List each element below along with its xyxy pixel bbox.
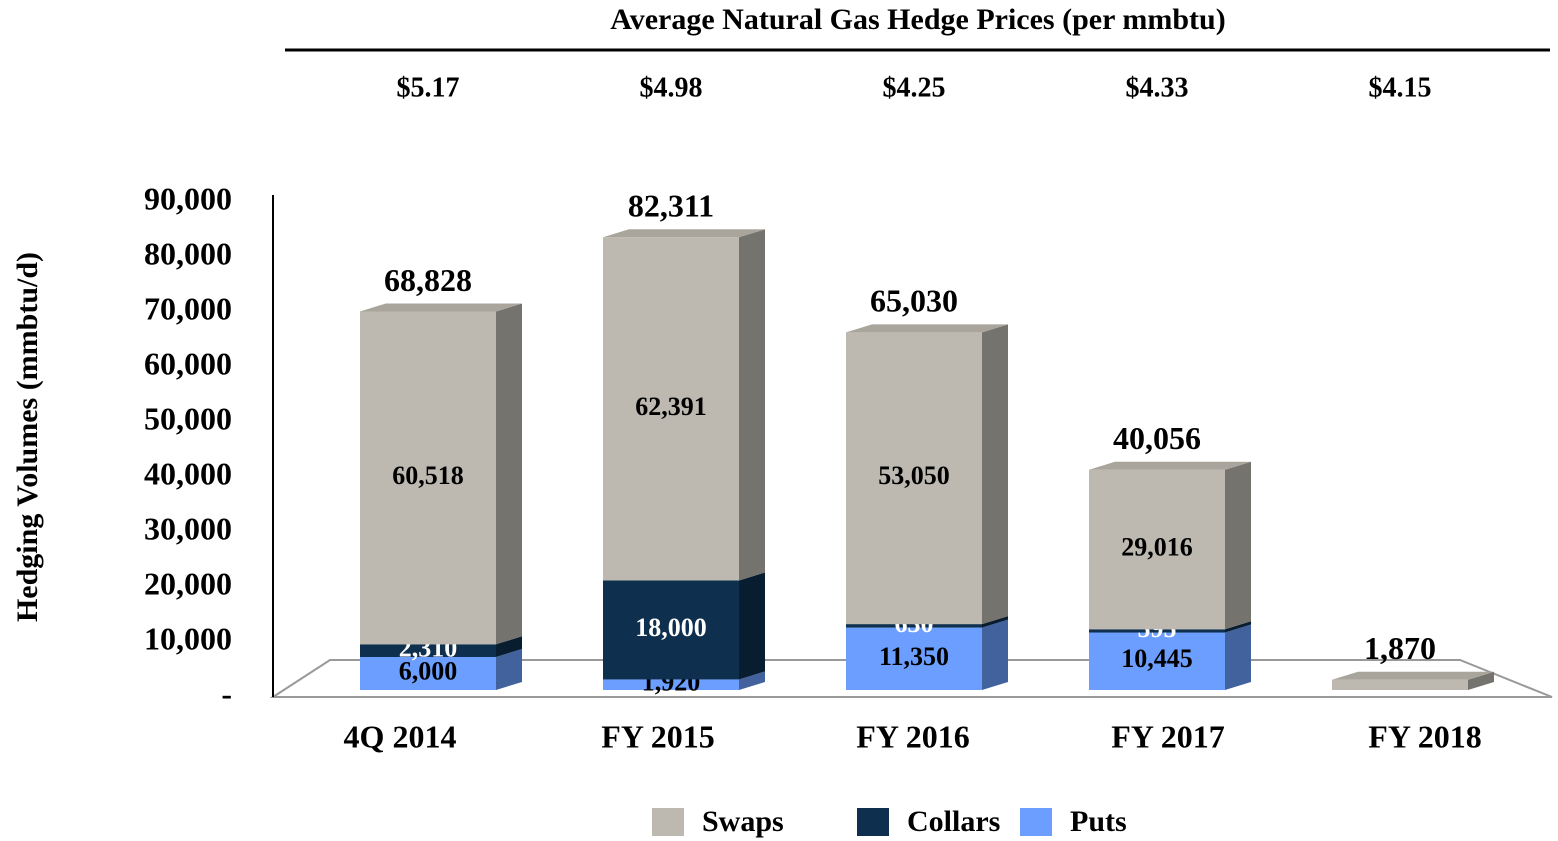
total-label: 68,828: [384, 262, 472, 298]
value-label: 60,518: [392, 461, 464, 490]
value-label: 29,016: [1121, 532, 1193, 561]
bar-side: [982, 616, 1008, 628]
bar-side: [982, 324, 1008, 625]
value-label: 10,445: [1121, 644, 1193, 673]
legend-swatch: [652, 808, 684, 836]
value-label: 53,050: [878, 461, 950, 490]
bar-top: [360, 303, 522, 312]
value-label: 62,391: [635, 392, 707, 421]
value-label: 6,000: [399, 656, 458, 685]
total-label: 40,056: [1113, 420, 1201, 456]
y-tick-label: 70,000: [144, 290, 232, 326]
bar-segment: [1089, 632, 1225, 690]
bar-side: [496, 636, 522, 657]
bar-side: [739, 229, 765, 581]
price-label: $4.15: [1369, 72, 1432, 103]
price-label: $4.98: [640, 72, 703, 103]
header-title: Average Natural Gas Hedge Prices (per mm…: [610, 3, 1225, 36]
legend-label: Puts: [1070, 805, 1127, 838]
bar-segment: [360, 644, 496, 657]
bar-side: [1225, 461, 1251, 630]
bar-side: [982, 619, 1008, 690]
floor: [269, 659, 1553, 698]
bar-segment: [1089, 629, 1225, 633]
bar-segment: [603, 679, 739, 690]
y-axis-label: Hedging Volumes (mmbtu/d): [11, 252, 44, 622]
y-tick-label: 10,000: [144, 620, 232, 656]
y-tick-label: 60,000: [144, 345, 232, 381]
total-label: 65,030: [870, 283, 958, 319]
bar-segment: [846, 332, 982, 625]
bar-side: [1225, 621, 1251, 633]
bar-top: [1332, 671, 1494, 680]
legend-label: Collars: [907, 805, 1000, 838]
y-tick-label: 40,000: [144, 455, 232, 491]
bar-segment: [1332, 679, 1468, 690]
x-tick-label: 4Q 2014: [344, 718, 457, 754]
bar-segment: [360, 311, 496, 645]
bar-top: [603, 229, 765, 238]
legend-swatch: [857, 808, 889, 836]
bar-segment: [846, 627, 982, 690]
bar-side: [496, 303, 522, 645]
y-tick-label: 50,000: [144, 400, 232, 436]
total-label: 82,311: [628, 188, 714, 224]
legend-swatch: [1020, 808, 1052, 836]
x-tick-label: FY 2017: [1111, 718, 1224, 754]
bar-segment: [603, 237, 739, 581]
y-tick-label: -: [221, 675, 232, 711]
x-tick-label: FY 2018: [1368, 718, 1481, 754]
x-tick-label: FY 2015: [601, 718, 714, 754]
bar-side: [739, 572, 765, 680]
y-tick-label: 80,000: [144, 235, 232, 271]
bar-segment: [360, 657, 496, 690]
y-tick-label: 20,000: [144, 565, 232, 601]
bar-segment: [603, 580, 739, 680]
bar-top: [1089, 461, 1251, 470]
bar-side: [739, 671, 765, 690]
bar-segment: [846, 624, 982, 628]
price-label: $4.25: [883, 72, 946, 103]
price-label: $4.33: [1126, 72, 1189, 103]
price-label: $5.17: [397, 72, 460, 103]
y-tick-label: 30,000: [144, 510, 232, 546]
total-label: 1,870: [1364, 630, 1436, 666]
bar-side: [1468, 671, 1494, 690]
x-tick-label: FY 2016: [856, 718, 969, 754]
value-label: 18,000: [635, 613, 707, 642]
bar-segment: [1089, 469, 1225, 630]
value-label: 11,350: [879, 642, 949, 671]
bar-side: [1225, 624, 1251, 690]
legend-label: Swaps: [702, 805, 784, 838]
bar-side: [496, 649, 522, 690]
y-tick-label: 90,000: [144, 180, 232, 216]
bar-top: [846, 324, 1008, 333]
